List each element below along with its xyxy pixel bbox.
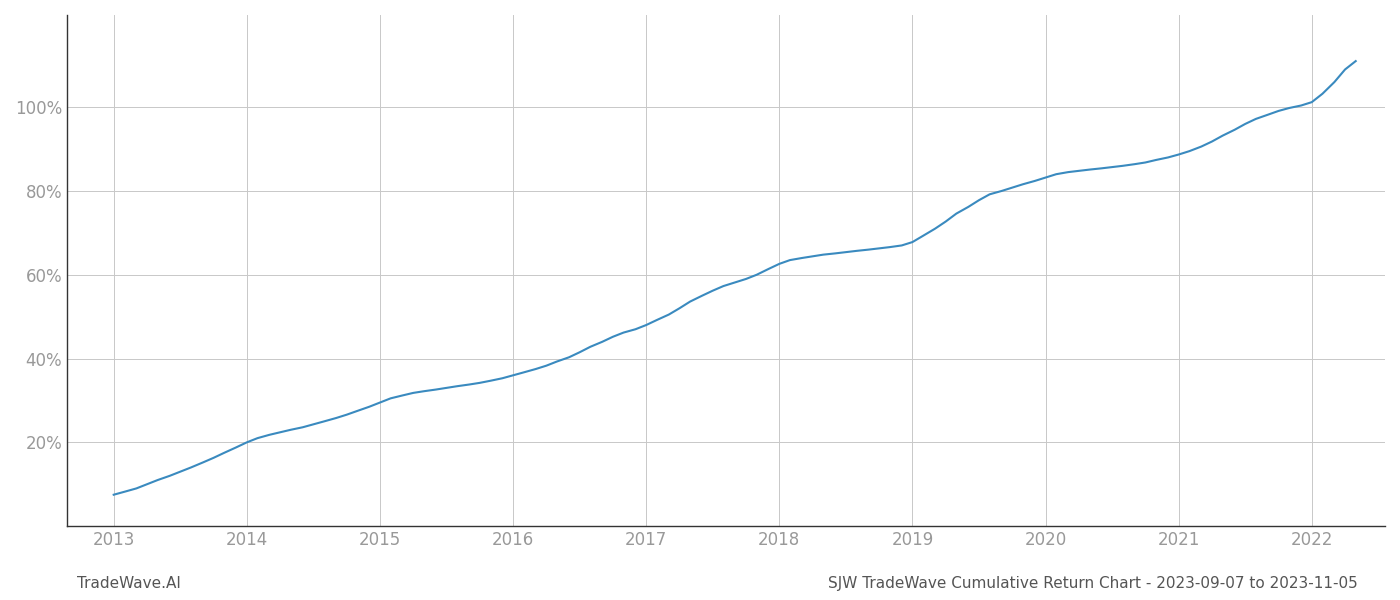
Text: SJW TradeWave Cumulative Return Chart - 2023-09-07 to 2023-11-05: SJW TradeWave Cumulative Return Chart - … [829, 576, 1358, 591]
Text: TradeWave.AI: TradeWave.AI [77, 576, 181, 591]
